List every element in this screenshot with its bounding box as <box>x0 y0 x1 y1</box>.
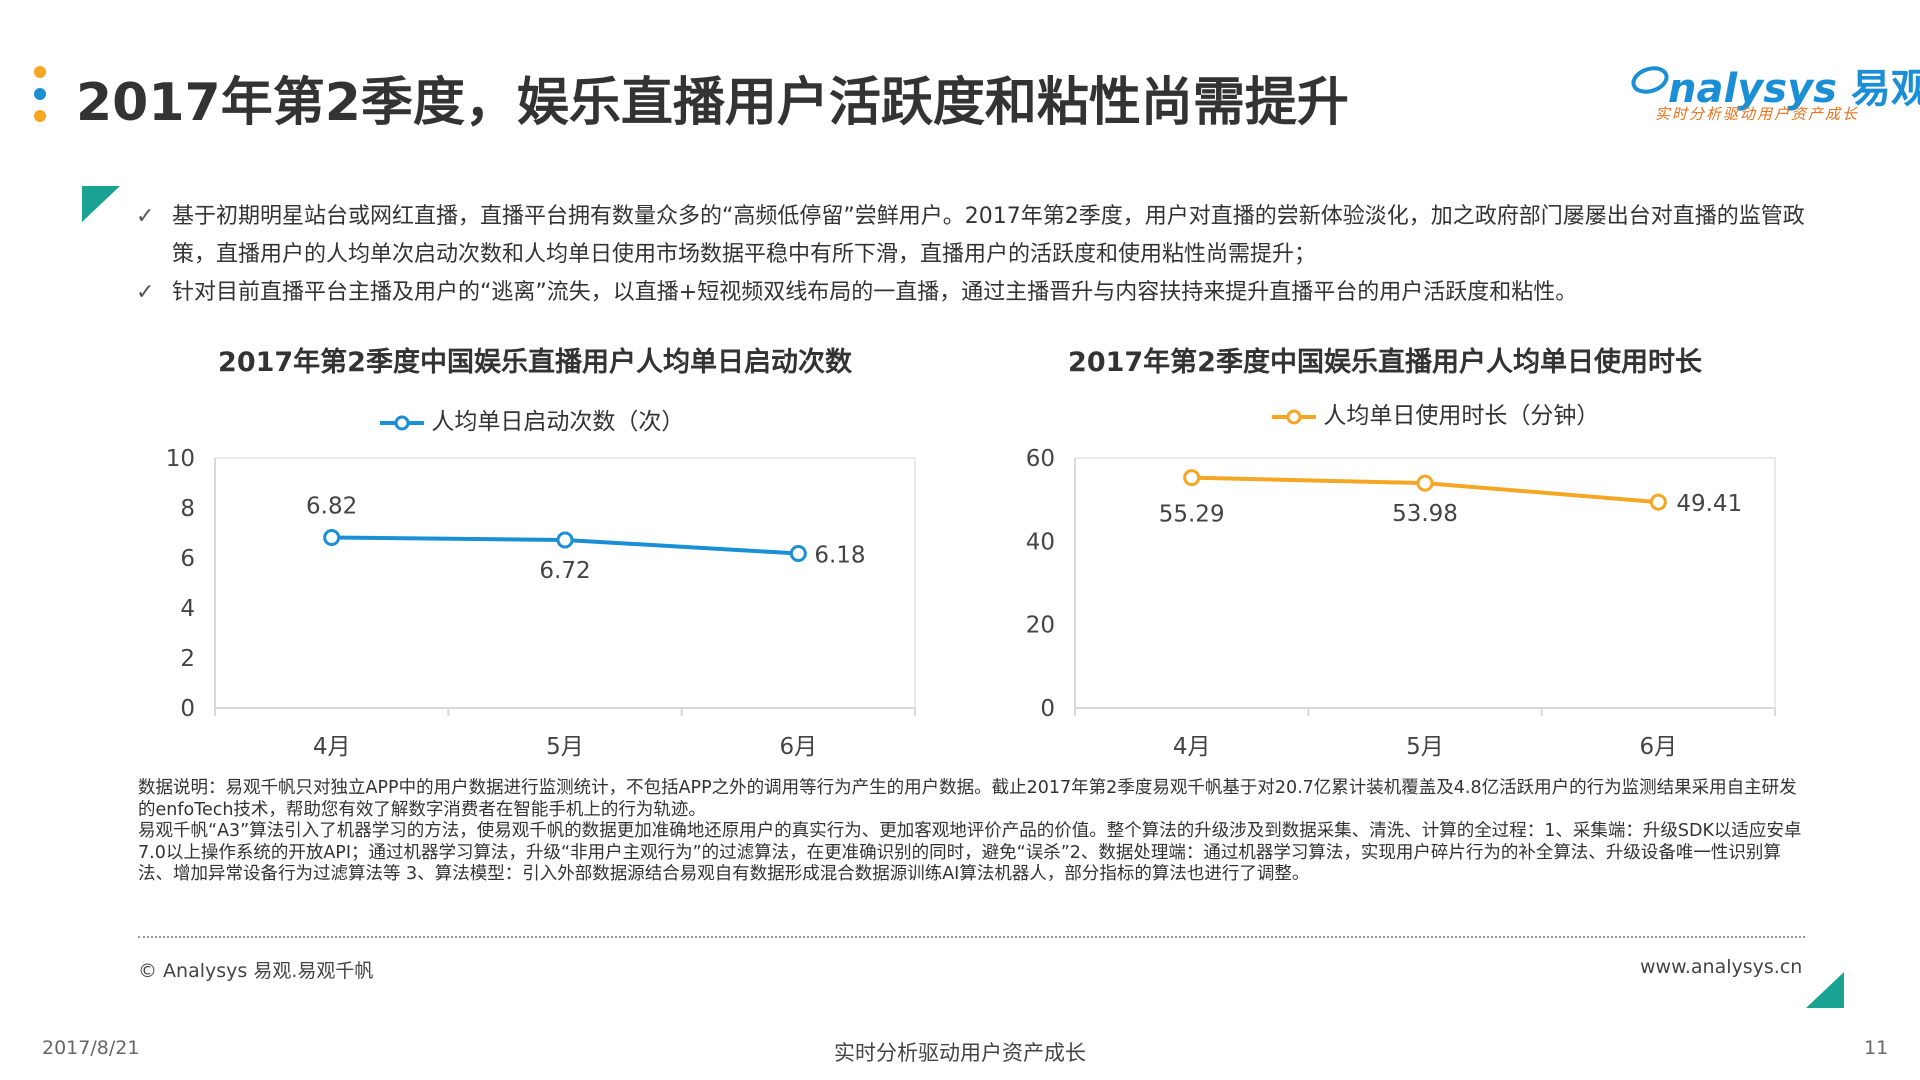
bullet-text-2: 针对目前直播平台主播及用户的“逃离”流失，以直播+短视频双线布局的一直播，通过主… <box>172 280 1578 305</box>
corner-triangle-top <box>82 186 120 222</box>
y-tick-label: 20 <box>1026 613 1055 639</box>
data-label: 49.41 <box>1676 491 1742 517</box>
bullet-list: ✓ 基于初期明星站台或网红直播，直播平台拥有数量众多的“高频低停留”尝鲜用户。2… <box>136 198 1816 312</box>
data-label: 55.29 <box>1159 502 1225 528</box>
bullet-item-2: ✓ 针对目前直播平台主播及用户的“逃离”流失，以直播+短视频双线布局的一直播，通… <box>136 274 1816 312</box>
website-link[interactable]: www.analysys.cn <box>1640 956 1803 978</box>
footer-date: 2017/8/21 <box>42 1037 140 1059</box>
x-tick-label: 4月 <box>1173 734 1211 760</box>
note-1: 数据说明：易观千帆只对独立APP中的用户数据进行监测统计，不包括APP之外的调用… <box>138 778 1797 820</box>
chart2-title: 2017年第2季度中国娱乐直播用户人均单日使用时长 <box>1068 347 1702 378</box>
bullet-item-1: ✓ 基于初期明星站台或网红直播，直播平台拥有数量众多的“高频低停留”尝鲜用户。2… <box>136 198 1816 274</box>
dot-2 <box>34 88 46 100</box>
x-tick-label: 4月 <box>313 734 351 760</box>
data-point <box>789 545 807 562</box>
corner-triangle-bottom <box>1806 972 1844 1008</box>
y-tick-label: 60 <box>1026 446 1055 472</box>
y-tick-label: 40 <box>1026 529 1055 555</box>
check-icon: ✓ <box>136 204 155 229</box>
data-point <box>1416 474 1434 492</box>
x-tick-label: 6月 <box>1640 734 1678 760</box>
logo-tagline: 实时分析驱动用户资产成长 <box>1655 105 1860 123</box>
data-label: 53.98 <box>1392 501 1458 527</box>
y-tick-label: 6 <box>180 546 195 572</box>
data-point <box>1183 469 1201 487</box>
chart2-legend-label: 人均单日使用时长（分钟） <box>1323 403 1600 429</box>
data-label: 6.72 <box>539 558 590 584</box>
y-tick-label: 2 <box>180 646 195 672</box>
chart2-legend-marker <box>1272 409 1316 424</box>
copyright: © Analysys 易观.易观千帆 <box>138 960 374 982</box>
logo-brand-cn: 易观 <box>1850 66 1920 112</box>
title-dots <box>34 66 46 126</box>
logo-brand: nalysys <box>1668 66 1837 112</box>
page-number: 11 <box>1864 1037 1889 1059</box>
chart1-plot: 0 2 4 6 8 10 4月 5月 6月 6.82 6.72 6.18 <box>166 446 916 760</box>
chart2-legend: 人均单日使用时长（分钟） <box>1272 396 1599 430</box>
x-tick-label: 6月 <box>780 734 818 760</box>
dot-3 <box>34 110 46 122</box>
logo-a-icon <box>1631 66 1669 94</box>
divider <box>138 936 1805 938</box>
data-point <box>1649 493 1667 511</box>
data-label: 6.82 <box>306 494 357 520</box>
data-notes: 数据说明：易观千帆只对独立APP中的用户数据进行监测统计，不包括APP之外的调用… <box>138 778 1808 886</box>
page-title: 2017年第2季度，娱乐直播用户活跃度和粘性尚需提升 <box>76 73 1349 133</box>
y-tick-label: 4 <box>180 596 195 622</box>
data-point <box>556 531 574 549</box>
check-icon: ✓ <box>136 280 155 305</box>
y-tick-label: 8 <box>180 496 195 522</box>
x-tick-label: 5月 <box>546 734 584 760</box>
bullet-text-1: 基于初期明星站台或网红直播，直播平台拥有数量众多的“高频低停留”尝鲜用户。201… <box>172 204 1805 267</box>
data-label: 6.18 <box>814 543 865 569</box>
note-2: 易观千帆“A3”算法引入了机器学习的方法，使易观千帆的数据更加准确地还原用户的真… <box>138 821 1802 884</box>
chart1-legend-marker <box>380 415 424 430</box>
y-tick-label: 0 <box>1040 696 1055 722</box>
chart1-title: 2017年第2季度中国娱乐直播用户人均单日启动次数 <box>218 347 852 378</box>
y-tick-label: 10 <box>166 446 195 472</box>
chart1-legend: 人均单日启动次数（次） <box>380 402 684 436</box>
y-tick-label: 0 <box>180 696 195 722</box>
data-point <box>323 529 341 546</box>
logo-text: nalysys 易观 <box>1668 56 1920 114</box>
dot-1 <box>34 66 46 78</box>
chart2-plot: 0 20 40 60 4月 5月 6月 55.29 53.98 49.41 <box>1026 446 1776 760</box>
x-tick-label: 5月 <box>1406 734 1444 760</box>
chart1-legend-label: 人均单日启动次数（次） <box>431 409 685 435</box>
footer-slogan: 实时分析驱动用户资产成长 <box>834 1041 1086 1065</box>
